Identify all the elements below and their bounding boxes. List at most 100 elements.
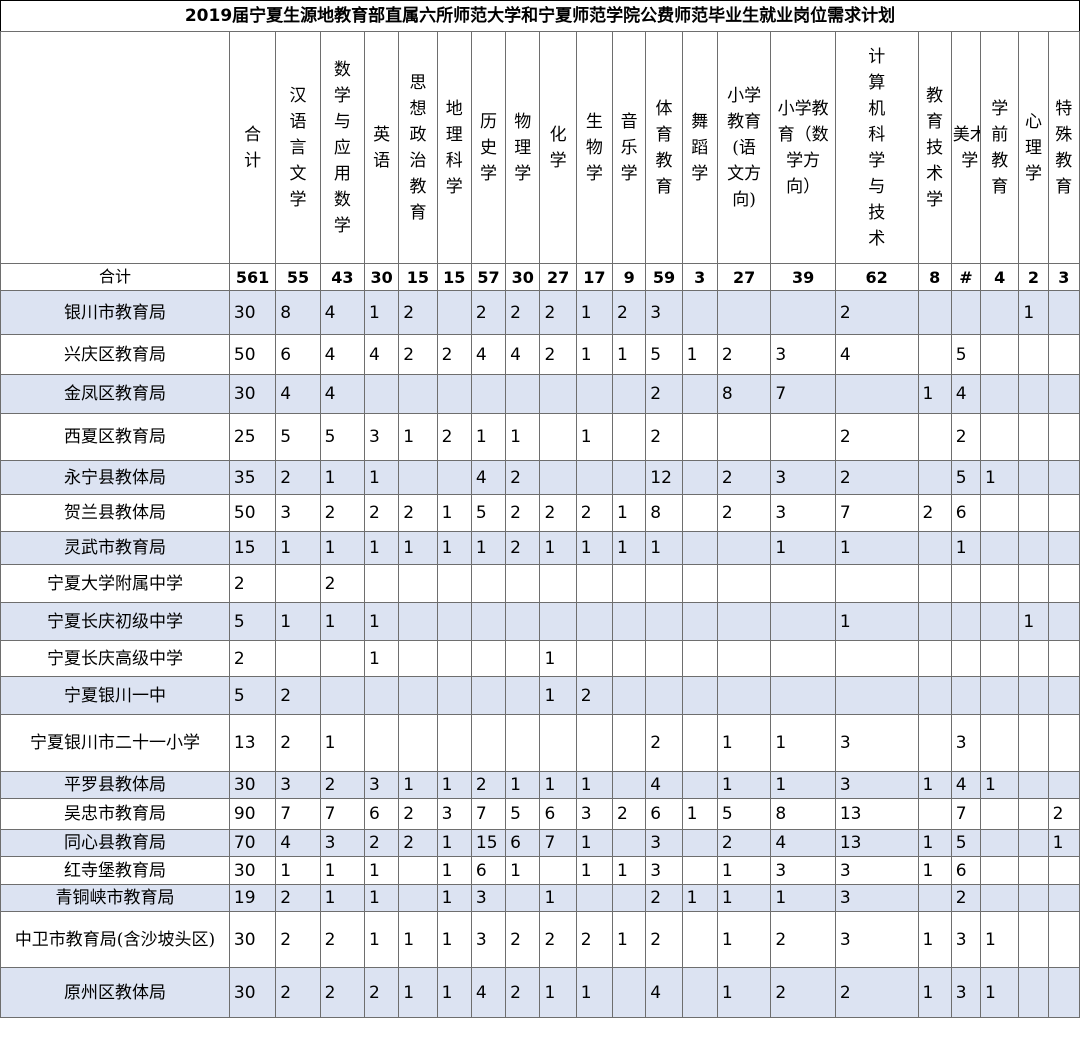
data-cell: 2 (228, 640, 277, 677)
data-cell: 1 (275, 531, 321, 565)
data-cell: 1 (505, 413, 541, 461)
data-cell: 1 (612, 531, 647, 565)
data-cell (681, 771, 718, 799)
data-cell (470, 564, 507, 603)
data-cell (834, 676, 919, 715)
col-header: 学前教育 (980, 31, 1020, 264)
data-cell: 2 (716, 494, 772, 532)
data-cell (575, 602, 614, 641)
data-cell (716, 564, 772, 603)
data-cell: 3 (834, 911, 919, 968)
data-cell: 1 (436, 494, 472, 532)
data-cell (980, 798, 1020, 830)
data-cell: 1 (436, 884, 472, 912)
data-cell: 1 (539, 676, 577, 715)
data-cell (612, 714, 647, 772)
data-cell: 1 (645, 531, 683, 565)
data-cell: 3 (319, 829, 366, 857)
data-cell: 4 (275, 829, 321, 857)
row-name: 吴忠市教育局 (0, 798, 230, 830)
col-header: 化学 (539, 31, 577, 264)
data-cell: 1 (539, 531, 577, 565)
data-cell (539, 856, 577, 885)
data-cell (980, 856, 1020, 885)
data-cell: 50 (228, 334, 277, 375)
data-cell (470, 714, 507, 772)
row-name: 贺兰县教体局 (0, 494, 230, 532)
data-cell (980, 564, 1020, 603)
data-cell: 2 (363, 967, 400, 1018)
data-cell (980, 829, 1020, 857)
data-cell (950, 290, 982, 335)
data-cell: 1 (770, 771, 836, 799)
data-cell: 1 (716, 967, 772, 1018)
data-cell (645, 564, 683, 603)
data-cell: 3 (770, 494, 836, 532)
data-cell (1018, 334, 1049, 375)
table-row: 红寺堡教育局 30 1 1 1 1 6 1 1 1 3 1 3 3 1 6 (0, 856, 1080, 885)
data-cell: 3 (834, 856, 919, 885)
data-cell (917, 798, 952, 830)
col-header: 心理学 (1018, 31, 1049, 264)
data-cell: 3 (645, 829, 683, 857)
data-cell (1047, 911, 1080, 968)
data-cell: 3 (470, 884, 507, 912)
data-cell (1018, 494, 1049, 532)
data-cell: 2 (275, 460, 321, 495)
data-cell: 30 (228, 911, 277, 968)
data-cell (980, 640, 1020, 677)
col-header: 体育教育 (645, 31, 683, 264)
data-cell: 30 (228, 374, 277, 414)
data-cell (612, 602, 647, 641)
data-cell (1018, 460, 1049, 495)
data-cell (505, 884, 541, 912)
data-cell (716, 413, 772, 461)
data-cell: 1 (363, 460, 400, 495)
data-cell: 1 (363, 602, 400, 641)
data-cell: 1 (398, 911, 438, 968)
data-cell (716, 290, 772, 335)
data-cell: 4 (363, 334, 400, 375)
table-row: 青铜峡市教育局 19 2 1 1 1 3 1 2 1 1 1 3 2 (0, 884, 1080, 912)
data-cell (539, 374, 577, 414)
data-cell (950, 676, 982, 715)
data-cell (917, 334, 952, 375)
data-cell (770, 290, 836, 335)
data-cell: 12 (645, 460, 683, 495)
data-cell: 1 (612, 334, 647, 375)
data-cell (612, 829, 647, 857)
table-row: 宁夏长庆高级中学 2 1 1 (0, 640, 1080, 677)
data-cell: 1 (505, 856, 541, 885)
data-cell (681, 676, 718, 715)
data-cell: 2 (436, 413, 472, 461)
col-header: 特殊教育 (1047, 31, 1080, 264)
data-cell: 2 (575, 911, 614, 968)
col-header: 计算机科学与技术 (834, 31, 919, 264)
data-cell (398, 714, 438, 772)
total-cell: 30 (363, 263, 400, 291)
data-cell: 1 (575, 413, 614, 461)
data-cell (1047, 290, 1080, 335)
data-cell: 6 (470, 856, 507, 885)
data-cell: 1 (770, 884, 836, 912)
data-cell (681, 856, 718, 885)
data-cell (470, 676, 507, 715)
data-cell: 2 (612, 798, 647, 830)
table-row: 宁夏银川市二十一小学 13 2 1 2 1 1 3 3 (0, 714, 1080, 772)
data-cell (612, 676, 647, 715)
data-cell: 2 (505, 531, 541, 565)
data-cell (681, 714, 718, 772)
total-cell: 561 (228, 263, 277, 291)
data-cell: 4 (645, 967, 683, 1018)
data-cell (363, 676, 400, 715)
data-cell (612, 564, 647, 603)
data-cell: 2 (834, 967, 919, 1018)
data-cell (681, 602, 718, 641)
data-cell (436, 602, 472, 641)
data-cell: 1 (539, 884, 577, 912)
data-cell: 5 (950, 334, 982, 375)
data-cell: 4 (470, 967, 507, 1018)
data-cell: 4 (319, 290, 366, 335)
data-cell (436, 564, 472, 603)
data-cell: 2 (770, 967, 836, 1018)
